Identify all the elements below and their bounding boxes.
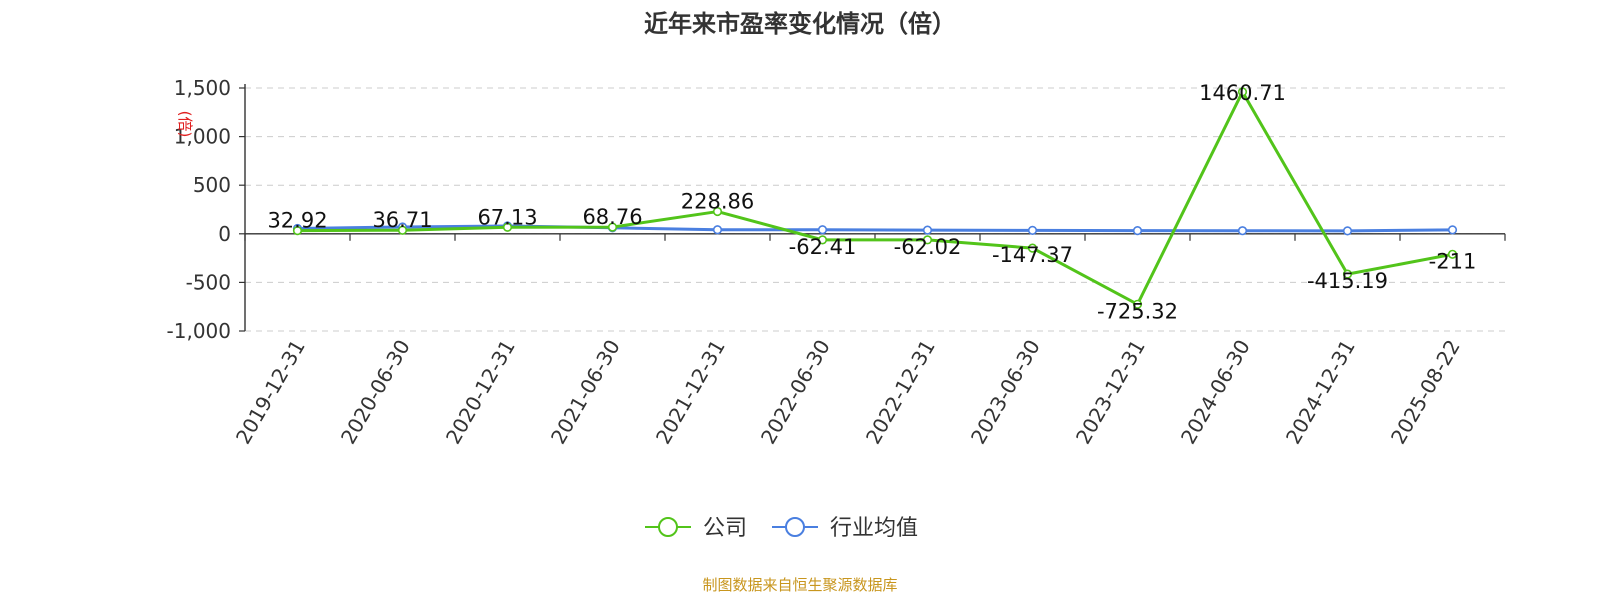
data-point-company (712, 206, 723, 217)
series-line-company (297, 90, 1453, 306)
chart-title: 近年来市盈率变化情况（倍） (644, 10, 956, 38)
data-point-industry-average (1237, 226, 1248, 236)
y-axis-unit: (倍) (176, 111, 194, 138)
x-tick-label: 2023-06-30 (966, 336, 1045, 449)
x-tick-labels: 2019-12-31 2020-06-30 2020-12-31 2021-06-30… (231, 336, 1465, 449)
data-label: 67.13 (477, 205, 537, 229)
data-point-company (1027, 243, 1038, 253)
legend-marker-company (658, 517, 678, 537)
data-point-company (292, 226, 303, 236)
legend-label-company: 公司 (703, 516, 747, 541)
x-tick-label: 2024-12-31 (1281, 336, 1360, 449)
data-point-company (1237, 87, 1248, 97)
y-tick-label: 1,500 (174, 76, 231, 100)
data-label: 228.86 (681, 190, 754, 214)
y-tick-label: 0 (218, 222, 231, 246)
data-label: -62.02 (894, 235, 962, 259)
data-point-company (397, 225, 408, 235)
data-label: 1460.71 (1199, 81, 1286, 105)
x-tick-label: 2025-08-22 (1386, 336, 1465, 449)
data-point-industry-average (1342, 226, 1353, 236)
y-tick-label: -1,000 (167, 319, 231, 343)
data-point-industry-average (922, 225, 933, 235)
data-label: 68.76 (582, 205, 642, 229)
data-labels: 32.92 36.71 67.13 68.76 228.86 -62.41 -62.02 -1… (267, 81, 1476, 323)
x-tick-label: 2022-12-31 (861, 336, 940, 449)
data-label: 32.92 (267, 209, 327, 233)
x-tick-label: 2021-12-31 (651, 336, 730, 449)
axes (239, 84, 1506, 332)
data-point-industry-average (1027, 225, 1038, 235)
source-note: 制图数据来自恒生聚源数据库 (702, 576, 897, 594)
data-label: -62.41 (789, 235, 857, 259)
x-tick-label: 2023-12-31 (1071, 336, 1150, 449)
legend-label-industry-average: 行业均值 (830, 516, 918, 541)
data-label: -415.19 (1307, 269, 1388, 293)
data-point-industry-average (712, 225, 723, 235)
data-label: 36.71 (372, 208, 432, 232)
grid-lines (245, 87, 1505, 332)
data-point-company (1447, 249, 1458, 259)
x-tick-label: 2021-06-30 (546, 336, 625, 449)
y-tick-label: 500 (193, 173, 231, 197)
y-tick-label: -500 (186, 270, 231, 294)
y-tick-label: 1,000 (174, 125, 231, 149)
data-point-company (817, 235, 828, 245)
legend[interactable]: 公司 行业均值 (645, 516, 918, 541)
data-point-company (502, 222, 513, 232)
x-tick-label: 2022-06-30 (756, 336, 835, 449)
y-tick-labels: 1,500 1,000 500 0 -500 -1,000 (167, 76, 231, 343)
data-point-industry-average (1132, 225, 1143, 236)
x-tick-label: 2020-12-31 (441, 336, 520, 449)
data-label: -211 (1429, 249, 1477, 273)
data-point-industry-average (817, 225, 828, 235)
x-tick-label: 2019-12-31 (231, 336, 310, 449)
legend-marker-industry-average (785, 517, 805, 537)
data-label: -725.32 (1097, 299, 1178, 323)
data-point-company (1342, 269, 1353, 279)
data-point-company (607, 222, 618, 232)
data-point-industry-average (1447, 225, 1458, 235)
data-point-company (1132, 299, 1143, 309)
series-line-industry-average (297, 224, 1453, 233)
data-point-company (922, 235, 933, 245)
x-tick-label: 2020-06-30 (336, 336, 415, 449)
series-layer (292, 87, 1458, 309)
data-label: -147.37 (992, 243, 1073, 267)
x-tick-label: 2024-06-30 (1176, 336, 1255, 449)
